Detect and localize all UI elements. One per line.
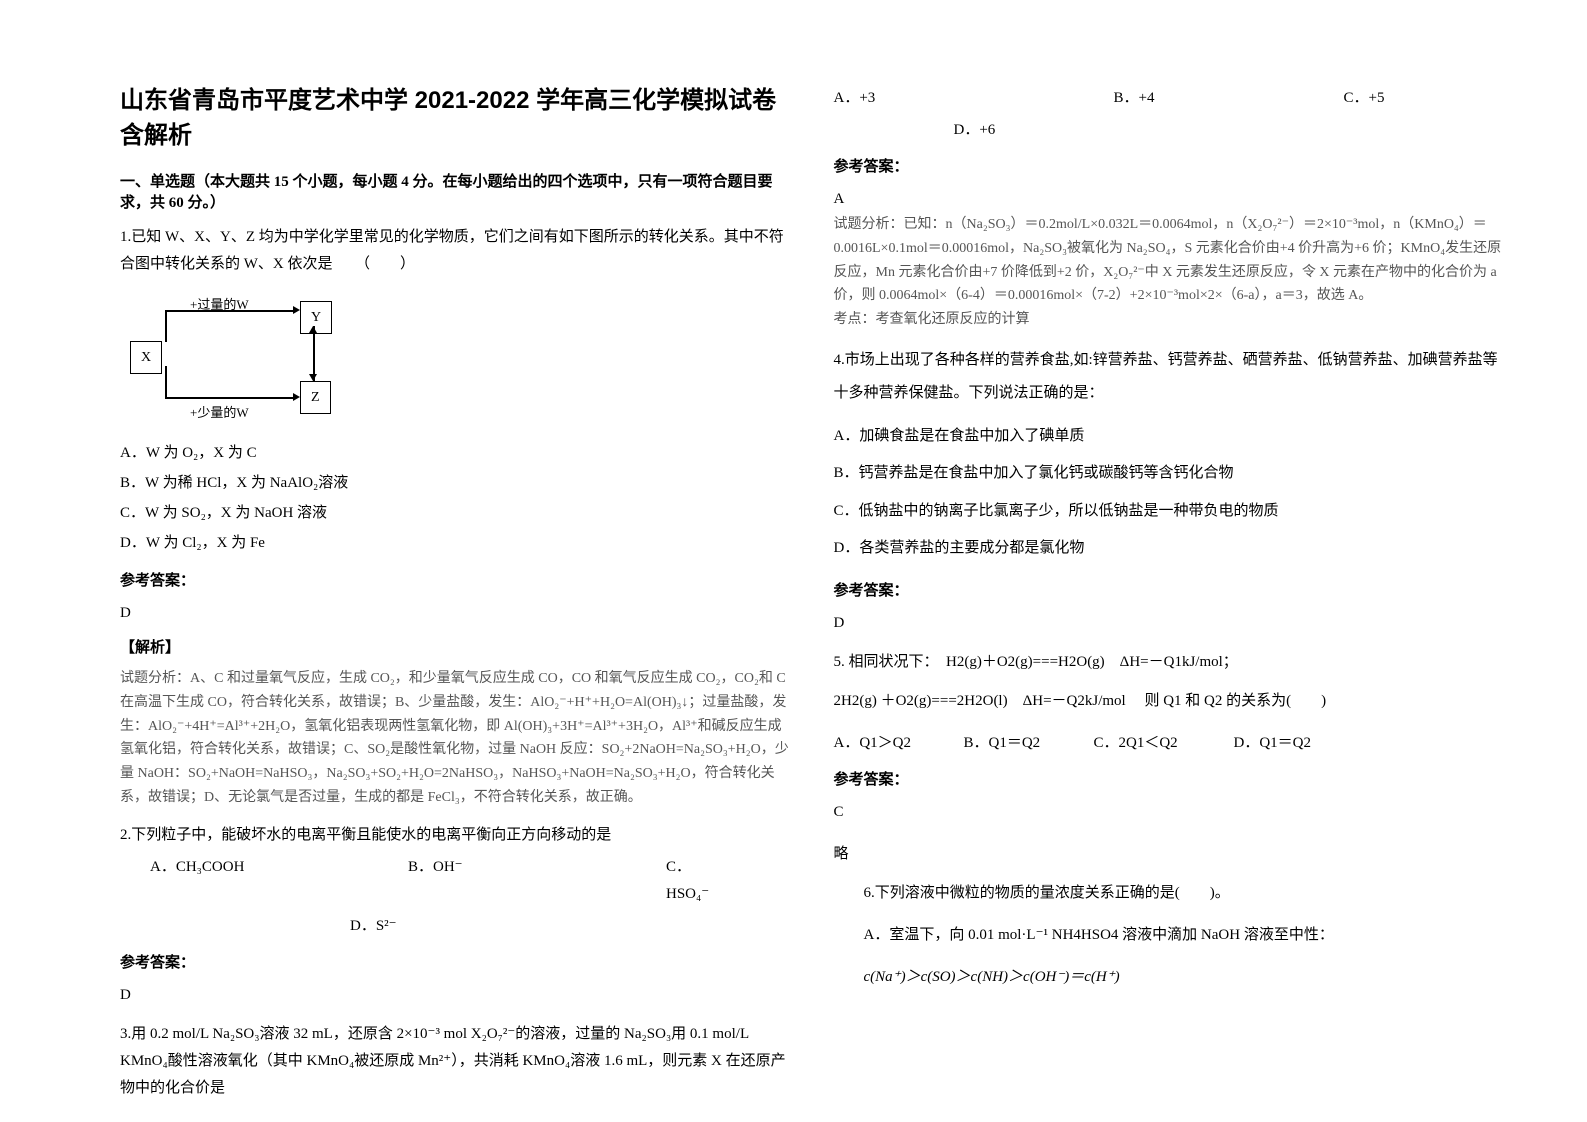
- q4-answer: D: [834, 610, 1508, 637]
- q5-stem2: 2H2(g) ＋O2(g)===2H2O(l) ΔH=－Q2kJ/mol 则 Q…: [834, 688, 1508, 715]
- q2-option-d: D．S²⁻: [350, 913, 397, 940]
- arrow-head-down-icon: [309, 374, 317, 381]
- diagram-box-x: X: [130, 341, 162, 374]
- diagram-label-bottom: +少量的W: [190, 401, 249, 424]
- arrow-head-icon: [293, 393, 300, 401]
- q1-options: A．W 为 O₂，X 为 C B．W 为稀 HCl，X 为 NaAlO₂溶液 C…: [120, 438, 794, 558]
- question-5: 5. 相同状况下： H2(g)＋O2(g)===H2O(g) ΔH=－Q1kJ/…: [834, 649, 1508, 868]
- q1-option-d: D．W 为 Cl₂，X 为 Fe: [120, 528, 794, 558]
- question-2: 2.下列粒子中，能破坏水的电离平衡且能使水的电离平衡向正方向移动的是 A．CH₃…: [120, 822, 794, 1009]
- q2-option-b: B．OH⁻: [408, 854, 606, 908]
- question-6: 6.下列溶液中微粒的物质的量浓度关系正确的是( )。 A．室温下，向 0.01 …: [834, 880, 1508, 991]
- q4-option-a: A．加碘食盐是在食盐中加入了碘单质: [834, 418, 1508, 456]
- q5-stem: 5. 相同状况下： H2(g)＋O2(g)===H2O(g) ΔH=－Q1kJ/…: [834, 649, 1508, 676]
- q6-option-a: A．室温下，向 0.01 mol·L⁻¹ NH4HSO4 溶液中滴加 NaOH …: [864, 922, 1508, 949]
- q1-analysis-label: 【解析】: [120, 635, 794, 662]
- diagram-line-xl-down: [165, 366, 167, 398]
- document-title: 山东省青岛市平度艺术中学 2021-2022 学年高三化学模拟试卷含解析: [120, 80, 794, 150]
- q2-answer: D: [120, 982, 794, 1009]
- arrow-head-icon: [293, 306, 300, 314]
- q2-option-c: C．HSO₄⁻: [666, 854, 733, 908]
- q2-options-row2: D．S²⁻: [120, 913, 794, 940]
- q6-formula: c(Na⁺)＞c(SO)＞c(NH)＞c(OH⁻)＝c(H⁺): [864, 964, 1508, 991]
- q3-option-a: A．+3: [834, 85, 1114, 112]
- question-3-stem: 3.用 0.2 mol/L Na₂SO₃溶液 32 mL，还原含 2×10⁻³ …: [120, 1021, 794, 1102]
- diagram-box-z: Z: [300, 381, 331, 414]
- q4-option-b: B．钙营养盐是在食盐中加入了氯化钙或碳酸钙等含钙化合物: [834, 455, 1508, 493]
- transformation-diagram: +过量的W X Y Z +少量的W: [120, 293, 340, 423]
- diagram-line-top: [165, 310, 295, 312]
- q1-option-c: C．W 为 SO₂，X 为 NaOH 溶液: [120, 498, 794, 528]
- q3-option-b: B．+4: [1114, 85, 1344, 112]
- q1-stem: 1.已知 W、X、Y、Z 均为中学化学里常见的化学物质，它们之间有如下图所示的转…: [120, 224, 794, 278]
- question-1: 1.已知 W、X、Y、Z 均为中学化学里常见的化学物质，它们之间有如下图所示的转…: [120, 224, 794, 810]
- diagram-line-yz: [313, 326, 315, 381]
- q2-options-row1: A．CH₃COOH B．OH⁻ C．HSO₄⁻: [120, 854, 794, 908]
- question-4: 4.市场上出现了各种各样的营养食盐,如:锌营养盐、钙营养盐、硒营养盐、低钠营养盐…: [834, 344, 1508, 637]
- q3-answer: A: [834, 186, 1508, 213]
- diagram-line-xl-up: [165, 310, 167, 342]
- q4-option-c: C．低钠盐中的钠离子比氯离子少，所以低钠盐是一种带负电的物质: [834, 493, 1508, 531]
- q3-options-row2: D．+6: [834, 117, 1508, 144]
- q3-answer-label: 参考答案：: [834, 154, 1508, 181]
- arrow-head-up-icon: [309, 326, 317, 333]
- q5-option-c: C．2Q1＜Q2: [1094, 730, 1234, 757]
- q3-option-c: C．+5: [1344, 85, 1385, 112]
- q2-answer-label: 参考答案：: [120, 950, 794, 977]
- q1-option-b: B．W 为稀 HCl，X 为 NaAlO₂溶液: [120, 468, 794, 498]
- q5-option-a: A．Q1＞Q2: [834, 730, 964, 757]
- q2-stem: 2.下列粒子中，能破坏水的电离平衡且能使水的电离平衡向正方向移动的是: [120, 822, 794, 849]
- q5-note: 略: [834, 841, 1508, 868]
- q5-answer: C: [834, 799, 1508, 826]
- diagram-line-bottom: [165, 397, 295, 399]
- q4-stem: 4.市场上出现了各种各样的营养食盐,如:锌营养盐、钙营养盐、硒营养盐、低钠营养盐…: [834, 344, 1508, 410]
- q3-stem: 3.用 0.2 mol/L Na₂SO₃溶液 32 mL，还原含 2×10⁻³ …: [120, 1021, 794, 1102]
- q1-answer: D: [120, 600, 794, 627]
- q5-option-d: D．Q1＝Q2: [1234, 730, 1312, 757]
- question-3-options: A．+3 B．+4 C．+5 D．+6 参考答案： A 试题分析：已知：n（Na…: [834, 85, 1508, 332]
- diagram-label-top: +过量的W: [190, 293, 249, 316]
- q3-option-d: D．+6: [954, 117, 996, 144]
- q3-options-row1: A．+3 B．+4 C．+5: [834, 85, 1508, 112]
- q1-option-a: A．W 为 O₂，X 为 C: [120, 438, 794, 468]
- left-column: 山东省青岛市平度艺术中学 2021-2022 学年高三化学模拟试卷含解析 一、单…: [100, 80, 814, 1082]
- q1-analysis: 试题分析：A、C 和过量氧气反应，生成 CO₂，和少量氧气反应生成 CO，CO …: [120, 667, 794, 810]
- q3-analysis: 试题分析：已知：n（Na₂SO₃）＝0.2mol/L×0.032L＝0.0064…: [834, 213, 1508, 308]
- q5-options: A．Q1＞Q2 B．Q1＝Q2 C．2Q1＜Q2 D．Q1＝Q2: [834, 730, 1508, 757]
- q4-option-d: D．各类营养盐的主要成分都是氯化物: [834, 530, 1508, 568]
- right-column: A．+3 B．+4 C．+5 D．+6 参考答案： A 试题分析：已知：n（Na…: [814, 80, 1528, 1082]
- q1-answer-label: 参考答案：: [120, 568, 794, 595]
- q6-stem: 6.下列溶液中微粒的物质的量浓度关系正确的是( )。: [864, 880, 1508, 907]
- q5-option-b: B．Q1＝Q2: [964, 730, 1094, 757]
- section-heading: 一、单选题（本大题共 15 个小题，每小题 4 分。在每小题给出的四个选项中，只…: [120, 170, 794, 212]
- q4-answer-label: 参考答案：: [834, 578, 1508, 605]
- q5-answer-label: 参考答案：: [834, 767, 1508, 794]
- q4-options: A．加碘食盐是在食盐中加入了碘单质 B．钙营养盐是在食盐中加入了氯化钙或碳酸钙等…: [834, 418, 1508, 568]
- q3-point: 考点：考查氧化还原反应的计算: [834, 308, 1508, 332]
- q2-option-a: A．CH₃COOH: [150, 854, 348, 908]
